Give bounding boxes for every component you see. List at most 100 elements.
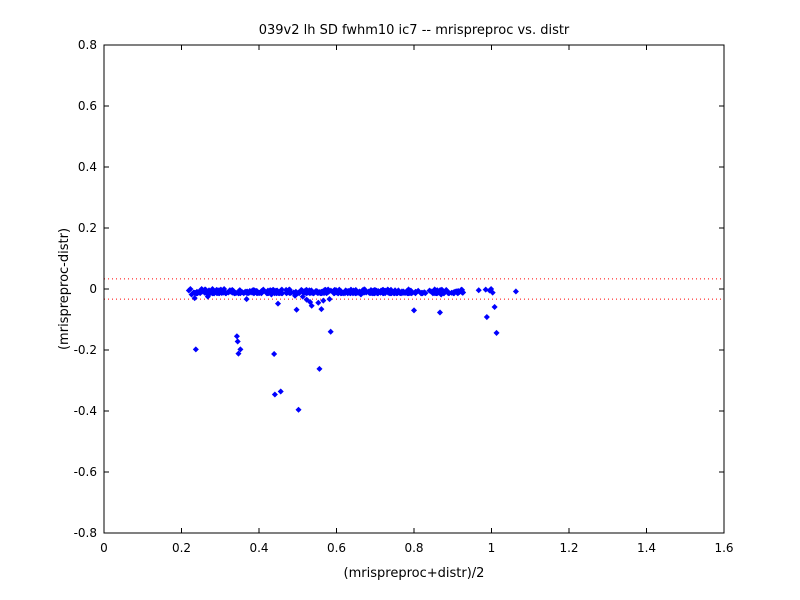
data-point [303, 296, 310, 303]
data-point [327, 328, 334, 335]
data-point [260, 286, 267, 293]
data-point-band [352, 286, 359, 293]
data-point-band [405, 289, 412, 296]
data-point [274, 300, 282, 307]
y-tick-label: 0.4 [78, 160, 97, 174]
data-point [221, 285, 228, 293]
data-point [475, 287, 482, 294]
data-point [235, 350, 242, 357]
data-point [436, 309, 443, 316]
data-point-band [343, 288, 351, 295]
reference-lines [104, 278, 724, 300]
data-point-band [418, 289, 425, 296]
plot-area [103, 44, 725, 534]
data-point-band [242, 288, 249, 295]
data-point [187, 285, 194, 293]
data-point [295, 406, 302, 413]
x-tick-label: 1 [488, 541, 496, 555]
data-point-band [264, 287, 271, 294]
x-tick-label: 1.4 [637, 541, 656, 555]
data-point [243, 296, 250, 303]
x-tick-label: 0.4 [249, 541, 268, 555]
data-point-band [422, 290, 429, 297]
data-point-band [371, 287, 378, 294]
y-tick-label: -0.2 [74, 343, 97, 357]
data-point [206, 289, 213, 296]
data-point [491, 303, 498, 311]
data-point [271, 350, 278, 357]
y-axis-ticks: -0.8 -0.6 -0.4 -0.2 0 0.2 0.4 0.6 0.8 [74, 38, 724, 540]
data-point [283, 286, 290, 293]
data-point [299, 293, 306, 300]
data-point [489, 289, 496, 296]
data-point-band [237, 290, 244, 297]
data-point-band [250, 290, 257, 297]
data-point-band [374, 290, 381, 297]
data-point-band [287, 289, 294, 296]
data-point [434, 287, 441, 294]
data-point-band [455, 289, 462, 296]
data-point [459, 286, 466, 293]
chart-title: 039v2 lh SD fwhm10 ic7 -- mrispreproc vs… [259, 23, 570, 38]
data-point [293, 306, 300, 313]
data-point [292, 292, 299, 299]
x-axis-label: (mrispreproc+distr)/2 [344, 566, 485, 581]
data-point-band [392, 287, 399, 294]
data-point [271, 391, 278, 398]
data-point [268, 291, 275, 298]
y-axis-label: (mrispreproc-distr) [57, 228, 72, 350]
data-point [237, 346, 244, 353]
data-point [229, 286, 236, 293]
data-point [326, 296, 333, 303]
x-tick-label: 1.2 [559, 541, 578, 555]
data-point [198, 285, 205, 293]
x-tick-label: 0.8 [404, 541, 423, 555]
data-point [308, 302, 315, 309]
data-point [318, 306, 325, 313]
data-point-band [397, 289, 404, 297]
data-point [192, 346, 199, 353]
data-point [438, 291, 445, 298]
data-point [410, 307, 418, 314]
data-point-band [304, 288, 312, 295]
data-point-band [338, 290, 345, 297]
y-tick-label: 0.8 [78, 38, 97, 52]
data-point-band [275, 290, 282, 297]
data-point [483, 314, 490, 321]
y-tick-label: 0.6 [78, 99, 97, 113]
data-point-band [330, 290, 337, 297]
data-point [250, 287, 257, 294]
data-point-band [448, 289, 455, 296]
data-point [316, 365, 323, 372]
data-point [315, 299, 322, 306]
x-axis-ticks: 0 0.2 0.4 0.6 0.8 1 1.2 1.4 1.6 [100, 45, 734, 555]
data-point-band [363, 289, 370, 296]
data-point-band [314, 289, 321, 297]
data-point [234, 338, 241, 345]
data-point [188, 291, 195, 298]
data-point [209, 285, 216, 293]
data-point [493, 329, 500, 336]
y-tick-label: 0.2 [78, 221, 97, 235]
data-point [357, 291, 364, 298]
x-tick-label: 0 [100, 541, 108, 555]
y-tick-label: 0 [89, 282, 97, 296]
x-tick-label: 1.6 [714, 541, 733, 555]
data-point-band [297, 288, 305, 295]
data-point [233, 333, 240, 340]
y-tick-label: -0.4 [74, 404, 97, 418]
data-point [202, 286, 209, 293]
data-point [191, 295, 198, 302]
data-markers [185, 285, 519, 413]
y-tick-label: -0.6 [74, 465, 97, 479]
data-point-band [348, 288, 355, 295]
y-tick-label: -0.8 [74, 526, 97, 540]
data-point [512, 288, 519, 295]
x-tick-label: 0.6 [327, 541, 346, 555]
data-point [320, 297, 327, 304]
data-point-band [388, 290, 395, 297]
data-point [277, 388, 284, 395]
data-point [214, 287, 221, 294]
